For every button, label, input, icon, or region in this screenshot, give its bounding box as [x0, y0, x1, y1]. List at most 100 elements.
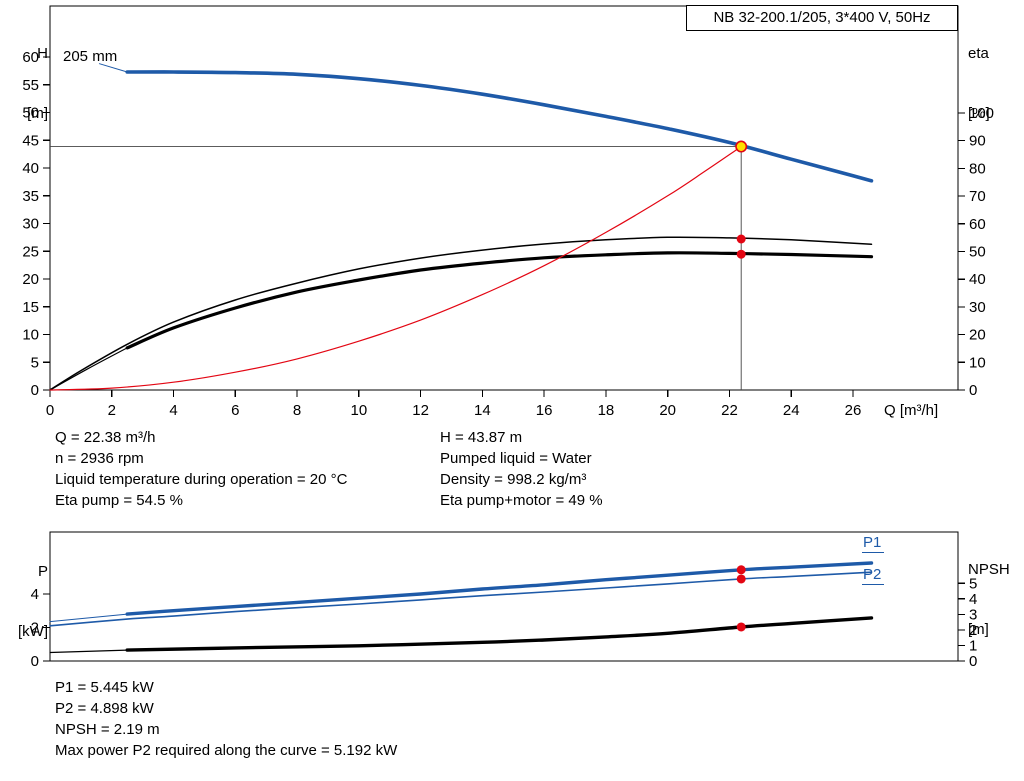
- eta-axis-label-line1: eta: [968, 45, 989, 62]
- pump-head-efficiency-chart: 0510152025303540455055600102030405060708…: [22, 5, 994, 419]
- p1-curve-label: P1: [862, 535, 885, 553]
- p-axis-label-line2: [kW]: [18, 623, 48, 640]
- system-curve: [49, 146, 742, 391]
- p2-duty-dot: [736, 574, 746, 584]
- duty-point-marker[interactable]: [735, 140, 748, 153]
- y-right-tick-label: 20: [969, 327, 986, 344]
- x-tick-label: 8: [293, 402, 301, 419]
- power-npsh-chart-frame: [49, 531, 959, 662]
- y-right-tick-label: 70: [969, 188, 986, 205]
- p1-curve: [125, 561, 874, 616]
- eta-pump-motor-lead: [49, 347, 128, 391]
- eta-axis-label: eta [%]: [968, 4, 990, 144]
- y-left-tick-label: 0: [31, 382, 39, 399]
- y-left-tick-label: 60: [22, 49, 39, 66]
- p1-value: P1 = 5.445 kW: [55, 679, 154, 696]
- eta-pump-duty-dot: [736, 234, 746, 244]
- x-tick-label: 22: [721, 402, 738, 419]
- y-left-tick-label: 35: [22, 188, 39, 205]
- operating-data-right: H = 43.87 m Pumped liquid = Water Densit…: [440, 427, 603, 511]
- h-axis-label: H [m]: [2, 4, 48, 144]
- eta-pump-value: Eta pump = 54.5 %: [55, 492, 183, 509]
- p2-curve-label: P2: [862, 567, 885, 585]
- npsh-axis-label-line2: [m]: [968, 621, 989, 638]
- eta-pump-curve: [49, 236, 873, 391]
- impeller-size-label: 205 mm: [63, 48, 118, 65]
- y-right-tick-label: 0: [969, 653, 977, 670]
- x-tick-label: 0: [46, 402, 54, 419]
- y-right-tick-label: 2: [969, 622, 977, 639]
- pump-title-text: NB 32-200.1/205, 3*400 V, 50Hz: [713, 9, 931, 26]
- eta-pump-motor-curve: [125, 251, 874, 350]
- flow-value: Q = 22.38 m³/h: [55, 429, 156, 446]
- impeller-label-pointer: [98, 63, 128, 73]
- npsh-value: NPSH = 2.19 m: [55, 721, 160, 738]
- y-left-tick-label: 25: [22, 243, 39, 260]
- p-axis-label-line1: P: [37, 563, 48, 580]
- x-tick-label: 4: [169, 402, 177, 419]
- x-tick-label: 6: [231, 402, 239, 419]
- density-value: Density = 998.2 kg/m³: [440, 471, 587, 488]
- p2-value: P2 = 4.898 kW: [55, 700, 154, 717]
- pumped-liquid-value: Pumped liquid = Water: [440, 450, 592, 467]
- p1-lead: [49, 613, 128, 623]
- x-tick-label: 14: [474, 402, 491, 419]
- x-tick-label: 24: [783, 402, 800, 419]
- eta-pump-motor-duty-dot: [736, 249, 746, 259]
- y-left-tick-label: 45: [22, 132, 39, 149]
- max-power-value: Max power P2 required along the curve = …: [55, 742, 398, 759]
- y-right-tick-label: 0: [969, 382, 977, 399]
- y-right-tick-label: 90: [969, 133, 986, 150]
- y-left-tick-label: 30: [22, 216, 39, 233]
- liquid-temperature-value: Liquid temperature during operation = 20…: [55, 471, 348, 488]
- y-left-tick-label: 4: [31, 586, 39, 603]
- h-axis-label-line2: [m]: [27, 105, 48, 122]
- y-right-tick-label: 100: [969, 105, 994, 122]
- y-right-tick-label: 10: [969, 354, 986, 371]
- npsh-axis-label: NPSH [m]: [968, 520, 1010, 660]
- y-right-tick-label: 50: [969, 243, 986, 260]
- y-left-tick-label: 55: [22, 77, 39, 94]
- y-right-tick-label: 4: [969, 591, 977, 608]
- y-left-tick-label: 0: [31, 653, 39, 670]
- x-tick-label: 2: [108, 402, 116, 419]
- y-left-tick-label: 10: [22, 327, 39, 344]
- x-tick-label: 10: [350, 402, 367, 419]
- head-curve: [125, 70, 874, 183]
- eta-pump-motor-value: Eta pump+motor = 49 %: [440, 492, 603, 509]
- speed-value: n = 2936 rpm: [55, 450, 144, 467]
- y-right-tick-label: 3: [969, 606, 977, 623]
- operating-data-left: Q = 22.38 m³/h n = 2936 rpm Liquid tempe…: [55, 427, 347, 511]
- y-left-tick-label: 50: [22, 105, 39, 122]
- y-left-tick-label: 2: [31, 619, 39, 636]
- x-tick-label: 12: [412, 402, 429, 419]
- eta-axis-label-line2: [%]: [968, 105, 990, 122]
- y-left-tick-label: 40: [22, 160, 39, 177]
- npsh-lead: [49, 649, 128, 654]
- npsh-curve: [125, 616, 874, 652]
- y-left-tick-label: 20: [22, 271, 39, 288]
- npsh-duty-dot: [736, 622, 746, 632]
- h-axis-label-line1: H: [37, 45, 48, 62]
- x-tick-label: 18: [598, 402, 615, 419]
- x-tick-label: 20: [659, 402, 676, 419]
- y-right-tick-label: 80: [969, 160, 986, 177]
- p2-curve: [49, 571, 873, 627]
- x-tick-label: 16: [536, 402, 553, 419]
- x-tick-label: 26: [845, 402, 862, 419]
- y-right-tick-label: 60: [969, 216, 986, 233]
- y-right-tick-label: 30: [969, 299, 986, 316]
- pump-head-efficiency-chart-frame: [49, 5, 959, 391]
- q-axis-label: Q [m³/h]: [884, 402, 939, 419]
- y-right-tick-label: 1: [969, 637, 977, 654]
- p-axis-label: P [kW]: [2, 522, 48, 662]
- y-right-tick-label: 5: [969, 575, 977, 592]
- y-left-tick-label: 15: [22, 299, 39, 316]
- head-value: H = 43.87 m: [440, 429, 523, 446]
- p1-duty-dot: [736, 565, 746, 575]
- y-left-tick-label: 5: [31, 354, 39, 371]
- power-npsh-results: P1 = 5.445 kW P2 = 4.898 kW NPSH = 2.19 …: [55, 677, 397, 761]
- y-right-tick-label: 40: [969, 271, 986, 288]
